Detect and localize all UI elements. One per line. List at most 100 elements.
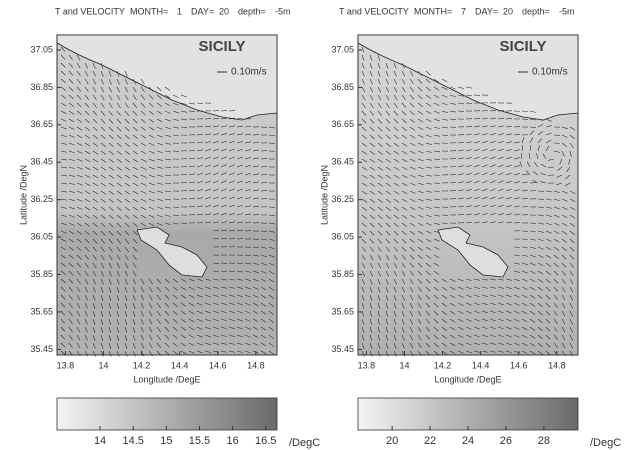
- velocity-arrow: [489, 172, 496, 176]
- velocity-arrow: [489, 110, 497, 112]
- velocity-arrow: [84, 294, 88, 301]
- velocity-arrow: [268, 286, 275, 291]
- velocity-arrow: [513, 181, 520, 184]
- velocity-arrow: [385, 334, 389, 341]
- velocity-arrow: [409, 78, 414, 85]
- velocity-arrow: [521, 137, 525, 144]
- velocity-arrow: [433, 150, 440, 153]
- velocity-arrow: [569, 350, 574, 357]
- velocity-arrow: [132, 318, 136, 325]
- velocity-arrow: [116, 142, 122, 148]
- velocity-arrow: [132, 158, 139, 163]
- velocity-arrow: [465, 318, 472, 322]
- velocity-arrow: [473, 172, 480, 176]
- velocity-arrow: [489, 310, 496, 314]
- velocity-arrow: [156, 342, 162, 348]
- velocity-arrow: [220, 342, 227, 345]
- velocity-arrow: [172, 286, 179, 291]
- velocity-arrow: [76, 302, 81, 309]
- velocity-arrow: [377, 142, 383, 148]
- velocity-arrow: [377, 134, 383, 140]
- velocity-arrow: [489, 294, 496, 297]
- velocity-arrow: [236, 334, 243, 338]
- velocity-arrow: [116, 254, 121, 261]
- velocity-arrow: [425, 334, 431, 340]
- velocity-arrow: [409, 286, 414, 293]
- velocity-arrow: [116, 230, 122, 236]
- velocity-arrow: [260, 262, 267, 266]
- velocity-arrow: [172, 294, 178, 299]
- velocity-arrow: [164, 110, 171, 114]
- velocity-arrow: [260, 326, 267, 331]
- velocity-arrow: [473, 180, 480, 184]
- velocity-arrow: [465, 205, 472, 208]
- velocity-arrow: [236, 318, 243, 322]
- velocity-arrow: [132, 294, 136, 301]
- velocity-arrow: [433, 134, 440, 137]
- velocity-arrow: [465, 213, 472, 216]
- velocity-arrow: [252, 294, 259, 298]
- velocity-arrow: [148, 286, 153, 293]
- velocity-arrow: [156, 302, 161, 308]
- velocity-arrow: [84, 150, 91, 155]
- velocity-arrow: [100, 94, 105, 101]
- velocity-arrow: [393, 86, 398, 93]
- velocity-arrow: [244, 302, 251, 306]
- velocity-arrow: [252, 342, 259, 346]
- velocity-arrow: [505, 164, 512, 168]
- velocity-arrow: [100, 350, 104, 357]
- velocity-arrow: [188, 342, 195, 346]
- velocity-arrow: [377, 254, 382, 261]
- velocity-arrow: [561, 294, 566, 301]
- velocity-arrow: [100, 302, 104, 309]
- velocity-arrow: [116, 86, 121, 93]
- velocity-arrow: [196, 302, 203, 306]
- velocity-arrow: [513, 189, 520, 192]
- velocity-arrow: [369, 62, 373, 69]
- velocity-arrow: [220, 302, 227, 305]
- velocity-arrow: [489, 286, 496, 289]
- velocity-arrow: [361, 294, 365, 301]
- velocity-arrow: [244, 172, 251, 176]
- velocity-arrow: [236, 286, 243, 289]
- velocity-arrow: [68, 262, 74, 268]
- velocity-arrow: [100, 294, 104, 301]
- velocity-arrow: [401, 222, 407, 227]
- velocity-arrow: [124, 310, 128, 317]
- velocity-arrow: [84, 174, 91, 178]
- velocity-arrow: [180, 286, 187, 291]
- velocity-arrow: [100, 166, 107, 171]
- velocity-arrow: [220, 318, 227, 322]
- velocity-arrow: [505, 141, 512, 144]
- velocity-arrow: [196, 133, 203, 136]
- velocity-arrow: [228, 286, 235, 289]
- velocity-arrow: [140, 286, 145, 293]
- velocity-arrow: [425, 198, 432, 201]
- velocity-arrow: [116, 310, 119, 317]
- velocity-arrow: [84, 110, 90, 116]
- velocity-arrow: [377, 238, 383, 244]
- velocity-arrow: [68, 198, 75, 202]
- velocity-arrow: [377, 310, 380, 317]
- velocity-arrow: [60, 302, 66, 308]
- velocity-arrow: [244, 180, 251, 184]
- velocity-arrow: [68, 70, 74, 76]
- velocity-arrow: [497, 278, 504, 281]
- velocity-arrow: [377, 102, 382, 109]
- velocity-arrow: [417, 222, 424, 227]
- velocity-arrow: [148, 134, 155, 139]
- velocity-arrow: [401, 254, 406, 260]
- velocity-arrow: [393, 142, 399, 147]
- velocity-arrow: [204, 188, 211, 192]
- velocity-arrow: [393, 190, 400, 195]
- velocity-arrow: [68, 78, 74, 84]
- velocity-arrow: [449, 294, 456, 299]
- velocity-arrow: [116, 78, 120, 85]
- velocity-arrow: [425, 286, 431, 292]
- header-depth-label: depth=: [522, 6, 550, 16]
- velocity-arrow: [537, 138, 542, 144]
- velocity-arrow: [465, 350, 472, 354]
- velocity-arrow: [100, 270, 104, 277]
- velocity-arrow: [204, 278, 211, 281]
- velocity-arrow: [505, 326, 512, 330]
